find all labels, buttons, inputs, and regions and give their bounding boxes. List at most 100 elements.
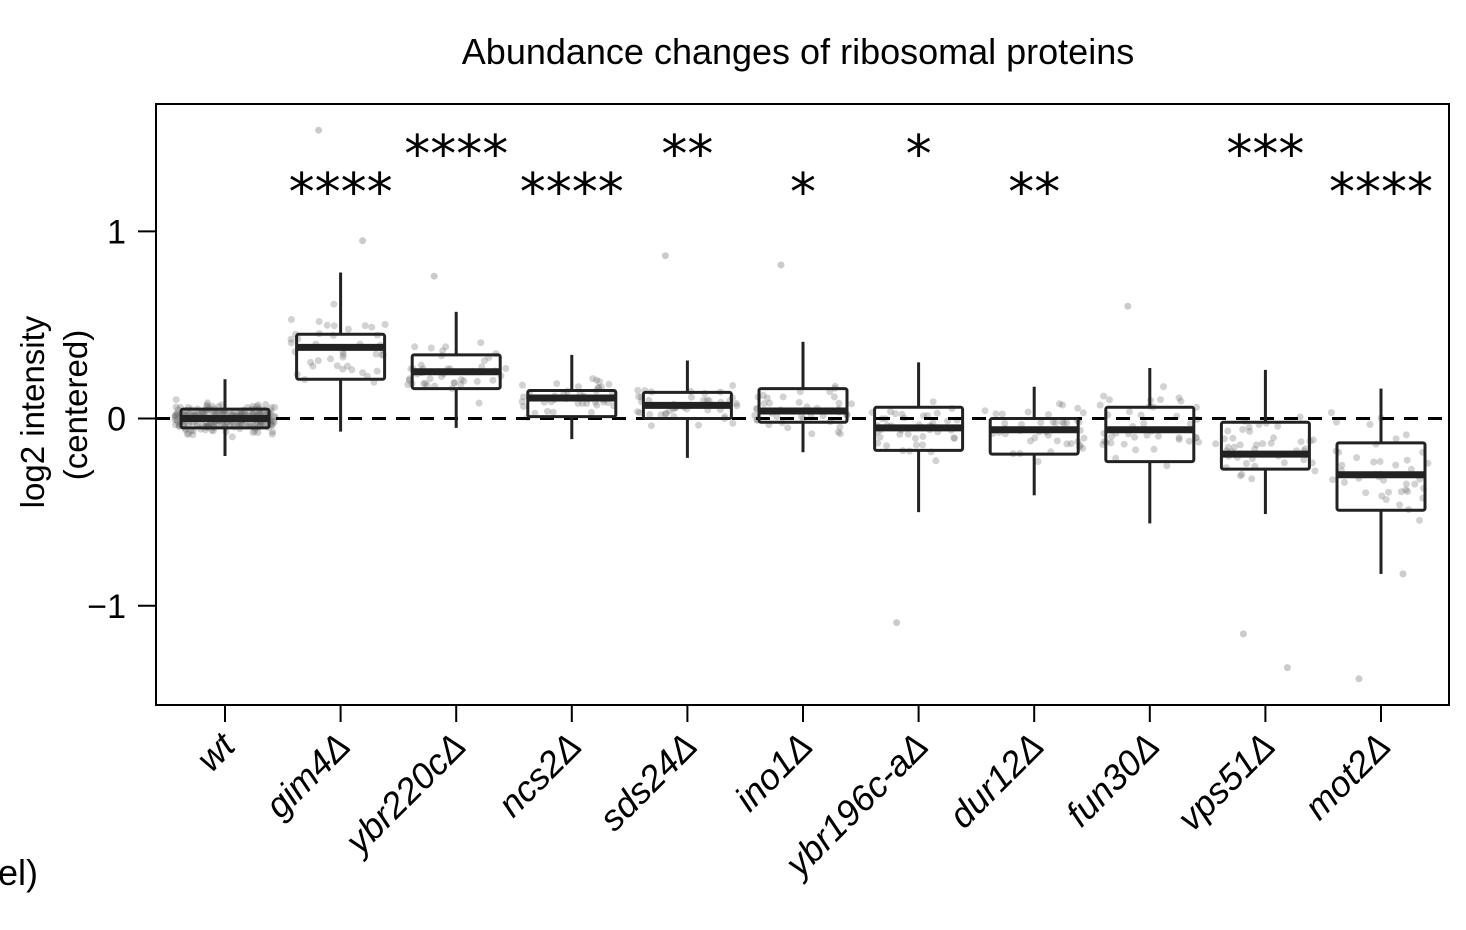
data-point (230, 409, 238, 417)
data-point (1245, 423, 1253, 431)
data-point (460, 377, 468, 385)
box-4 (641, 360, 733, 458)
data-point (1112, 454, 1120, 462)
data-point (1063, 440, 1071, 448)
y-tick-label: −1 (87, 588, 126, 626)
data-point (1049, 418, 1057, 426)
data-point (344, 362, 351, 370)
data-point (1380, 476, 1387, 484)
data-point (1309, 436, 1317, 444)
data-point (1067, 440, 1075, 448)
data-point (1333, 418, 1340, 426)
significance-stars: *** (1226, 125, 1304, 185)
data-point (417, 361, 425, 369)
data-point (911, 434, 919, 442)
data-point (1106, 396, 1113, 404)
data-point (314, 357, 322, 365)
x-tick-label: ybr220cΔ (335, 725, 474, 864)
data-point (687, 393, 695, 401)
data-point (808, 430, 816, 438)
y-axis-label-line1: log2 intensity (14, 315, 51, 508)
box-0 (179, 379, 271, 456)
y-tick-label: 0 (107, 401, 126, 439)
cropped-label-fragment: el) (0, 852, 38, 893)
y-axis-label-line2: (centered) (57, 330, 94, 480)
data-point (172, 411, 180, 419)
data-point (1237, 472, 1244, 480)
data-point (480, 357, 488, 365)
data-point (1385, 488, 1392, 496)
data-point (1407, 465, 1415, 473)
data-point (1074, 404, 1082, 412)
significance-stars: **** (1329, 163, 1433, 223)
data-point (1060, 419, 1068, 427)
x-tick-label: dur12Δ (941, 725, 1052, 836)
data-point (1411, 480, 1419, 488)
data-point (173, 411, 181, 418)
data-point (1018, 420, 1025, 428)
data-point (230, 420, 238, 428)
data-point (254, 429, 262, 436)
x-tick-label: ino1Δ (726, 725, 820, 819)
data-point (732, 400, 740, 407)
data-point (1224, 443, 1232, 451)
data-point (760, 400, 768, 408)
data-point (1402, 486, 1410, 494)
data-point (799, 415, 807, 423)
data-point (404, 381, 412, 389)
data-point (1037, 419, 1045, 426)
data-point (451, 379, 459, 387)
data-point (439, 347, 447, 355)
data-point (411, 343, 419, 351)
data-point (583, 400, 591, 407)
data-point (574, 399, 582, 407)
data-point (260, 420, 268, 428)
data-point (171, 416, 179, 424)
data-point (634, 408, 642, 416)
data-point (185, 420, 193, 428)
data-point (1236, 441, 1244, 449)
data-point (1311, 467, 1319, 475)
data-point (1154, 432, 1162, 440)
data-point (891, 410, 899, 418)
data-point (213, 420, 221, 428)
data-point (836, 430, 844, 438)
data-point (194, 421, 202, 429)
box-iqr (526, 388, 618, 419)
data-point (1274, 422, 1282, 430)
data-point (1079, 409, 1087, 417)
x-tick-label: sds24Δ (591, 725, 705, 839)
data-point (1246, 427, 1254, 435)
data-point (1362, 489, 1370, 497)
data-point (1416, 516, 1423, 524)
data-point (457, 376, 465, 384)
data-point (1366, 421, 1374, 428)
data-point (1224, 427, 1232, 435)
data-point (315, 318, 323, 325)
data-point (1259, 440, 1267, 448)
outlier-point (430, 272, 438, 280)
box-iqr (295, 332, 387, 381)
outlier-point (893, 619, 901, 627)
data-point (836, 423, 844, 431)
data-point (189, 431, 197, 439)
data-point (834, 428, 842, 436)
data-point (373, 367, 381, 375)
data-point (1270, 434, 1278, 442)
data-point (368, 323, 376, 331)
data-point (1397, 488, 1405, 496)
data-point (773, 413, 781, 421)
data-point (330, 300, 338, 308)
data-point (1059, 401, 1066, 409)
data-point (339, 351, 347, 359)
data-point (221, 421, 228, 428)
data-point (553, 380, 561, 388)
data-point (205, 421, 213, 429)
data-point (733, 402, 741, 410)
data-point (1239, 426, 1247, 433)
data-point (420, 380, 428, 388)
data-point (1238, 470, 1246, 478)
data-point (327, 355, 334, 363)
data-point (605, 380, 613, 388)
data-point (171, 412, 179, 420)
